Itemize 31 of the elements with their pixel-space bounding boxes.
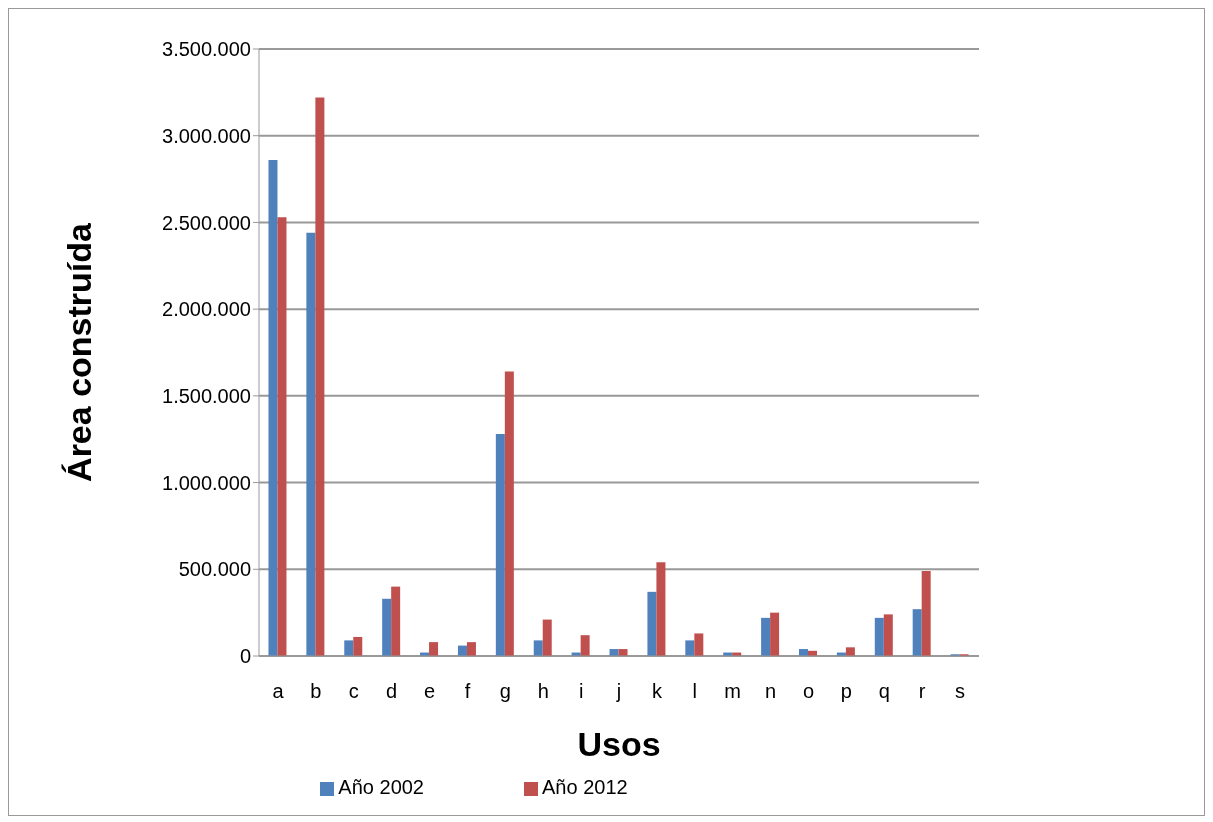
y-tick-label: 0 (239, 645, 251, 668)
x-tick-label: q (878, 680, 890, 703)
x-tick-label: k (651, 680, 663, 703)
y-tick-label: 3.000.000 (162, 124, 251, 147)
x-tick-label: h (537, 680, 549, 703)
x-tick-label: c (348, 680, 359, 703)
x-tick-label: e (423, 680, 436, 703)
y-tick-label: 500.000 (178, 558, 251, 581)
x-tick-label: r (918, 680, 926, 703)
x-tick-label: d (386, 680, 398, 703)
y-tick-label: 1.500.000 (162, 384, 251, 407)
x-tick-label: p (840, 680, 852, 703)
x-tick-label: m (724, 680, 742, 703)
x-tick-label: n (765, 680, 777, 703)
x-tick-label: a (272, 680, 285, 703)
x-tick-label: o (802, 680, 815, 703)
x-tick-label: s (955, 680, 966, 703)
legend-label: Año 2002 (338, 776, 424, 798)
x-tick-label: l (692, 680, 698, 703)
x-tick-label: b (310, 680, 322, 703)
y-tick-label: 2.000.000 (162, 298, 251, 321)
x-tick-label: j (615, 680, 622, 703)
x-axis-title: Usos (577, 725, 661, 763)
y-tick-label: 2.500.000 (162, 211, 251, 234)
y-tick-label: 3.500.000 (162, 38, 251, 61)
x-tick-label: f (464, 680, 471, 703)
y-axis-title: Área construída (60, 221, 99, 482)
legend-label: Año 2012 (542, 776, 628, 798)
x-tick-label: i (578, 680, 584, 703)
y-tick-label: 1.000.000 (162, 471, 251, 494)
x-tick-label: g (499, 680, 511, 703)
